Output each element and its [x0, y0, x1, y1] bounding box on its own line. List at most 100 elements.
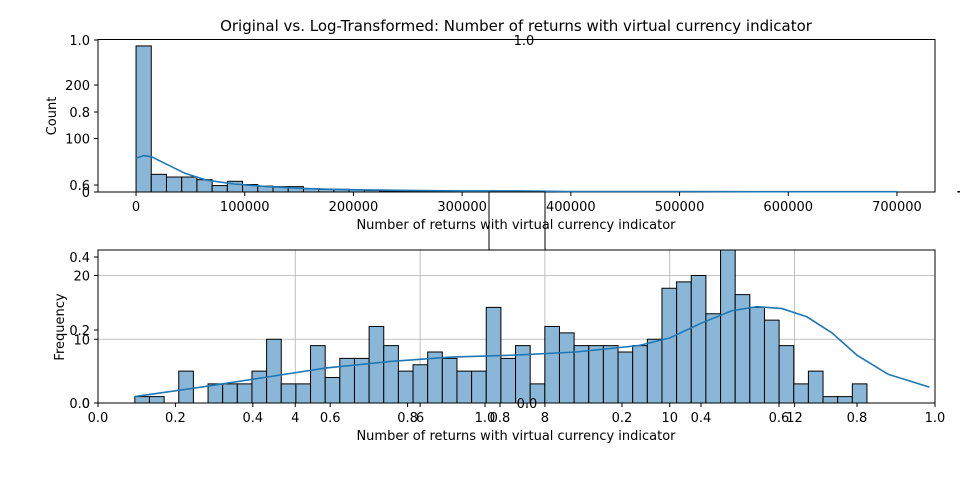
histogram-bar [602, 345, 619, 404]
inner-x-tick-label: 0.8 [490, 411, 511, 426]
histogram-bar [222, 383, 238, 404]
inner-x-tick-label: 1.0 [925, 411, 946, 426]
histogram-bar [165, 176, 183, 193]
histogram-bar [148, 396, 165, 404]
histogram-bar [646, 338, 663, 404]
inner-x-tick-label: 0.8 [847, 411, 868, 426]
overlay-x-tick-label: 0.8 [397, 411, 418, 426]
histogram-bar [368, 326, 385, 404]
x-tick-label: 12 [786, 411, 803, 426]
x-tick-label: 0 [132, 200, 140, 215]
x-tick-label: 600000 [763, 200, 813, 215]
histogram-bar [705, 313, 722, 404]
x-tick-label: 400000 [546, 200, 596, 215]
histogram-bar [379, 190, 396, 193]
inner-x-tick-label: 0.4 [691, 411, 712, 426]
top-histogram-bars [135, 45, 960, 193]
histogram-bar [749, 306, 765, 404]
histogram-bar [471, 370, 487, 404]
histogram-bar [690, 275, 707, 404]
x-tick-label: 500000 [655, 200, 705, 215]
histogram-bar [196, 179, 213, 193]
histogram-bar [632, 345, 648, 404]
histogram-bar [676, 281, 692, 404]
top-plot-frame [97, 39, 936, 193]
histogram-bar [295, 383, 312, 404]
top-x-ticks: 0 100000 200000 300000 400000 500000 600000 700… [132, 192, 922, 215]
histogram-bar [150, 173, 167, 193]
histogram-bar [734, 294, 751, 404]
histogram-bar [822, 396, 839, 404]
histogram-bar [397, 370, 414, 404]
overlay-y-tick-label: 0.6 [69, 179, 90, 194]
y-tick-label: 0 [82, 186, 90, 201]
y-tick-label: 10 [73, 333, 90, 348]
overlay-y-tick-label: 1.0 [69, 34, 90, 49]
histogram-bar [617, 351, 634, 404]
histogram-bar [310, 345, 326, 404]
x-tick-label: 4 [291, 411, 299, 426]
histogram-bar [135, 45, 152, 193]
top-x-axis-label: Number of returns with virtual currency … [356, 218, 676, 233]
histogram-bar [427, 351, 443, 404]
histogram-bar [383, 345, 399, 404]
histogram-bar [837, 396, 853, 404]
overlay-x-tick-label: 0.0 [88, 411, 109, 426]
histogram-bar [441, 357, 458, 404]
histogram-bar [807, 370, 824, 404]
histogram-bar [207, 383, 224, 404]
top-kde-curve [135, 154, 897, 193]
histogram-bar [251, 370, 268, 404]
histogram-bar [573, 345, 590, 404]
top-panel: 0 100000 200000 300000 400000 500000 600000 700… [45, 34, 960, 233]
histogram-bar [793, 383, 809, 404]
histogram-bar [266, 338, 282, 404]
histogram-bar [763, 319, 780, 404]
overlay-y-tick-label: 0.2 [69, 324, 90, 339]
histogram-bar [280, 383, 297, 404]
overlay-y-tick-label: 0.4 [69, 251, 90, 266]
histogram-bar [544, 326, 560, 404]
inner-x-tick-label: 0.6 [769, 411, 790, 426]
x-tick-label: 8 [541, 411, 549, 426]
histogram-bar [324, 377, 341, 404]
overlay-x-tick-label: 0.6 [320, 411, 341, 426]
histogram-bar [134, 396, 150, 404]
histogram-bar [661, 287, 678, 404]
x-tick-label: 6 [416, 411, 424, 426]
x-tick-label: 10 [661, 411, 678, 426]
histogram-bar [236, 383, 253, 404]
overlay-x-tick-label: 1.0 [475, 411, 496, 426]
bottom-x-axis-label: Number of returns with virtual currency … [356, 429, 676, 444]
overlay-y-tick-label: 0.8 [69, 106, 90, 121]
overlay-x-tick-label: 0.2 [165, 411, 186, 426]
overlay-y-tick-label: 0.0 [69, 397, 90, 412]
overlay-top-label: 1.0 [514, 34, 535, 49]
histogram-bar [500, 357, 517, 404]
y-tick-label: 100 [65, 132, 90, 147]
y-tick-label: 200 [65, 79, 90, 94]
bottom-y-axis-label: Frequency [53, 293, 68, 360]
y-tick-label: 20 [73, 270, 90, 285]
inner-x-tick-label: 0.0 [517, 397, 538, 412]
top-y-ticks: 0 100 200 [65, 79, 98, 201]
histogram-bar [778, 345, 795, 404]
histogram-bar [957, 190, 960, 193]
histogram-bar [412, 364, 429, 404]
y-tick-label: 0 [82, 397, 90, 412]
inner-overlay-frame [488, 191, 546, 251]
histogram-bar [588, 345, 604, 404]
x-tick-label: 100000 [220, 200, 270, 215]
x-tick-label: 700000 [872, 200, 922, 215]
histogram-bar [558, 332, 575, 404]
top-y-axis-label: Count [45, 97, 60, 136]
x-tick-label: 300000 [437, 200, 487, 215]
histogram-bar [211, 185, 228, 193]
histogram-bar [178, 370, 194, 404]
inner-x-tick-label: 0.2 [612, 411, 633, 426]
bottom-x-ticks: 4 6 8 10 12 [291, 403, 803, 426]
histogram-bar [456, 370, 473, 404]
bottom-overlay-ticks: 0.0 0.2 0.4 0.6 0.8 1.00.00.20.40.80.00.2 0.4 0… [69, 251, 945, 426]
histogram-bar [851, 383, 868, 404]
